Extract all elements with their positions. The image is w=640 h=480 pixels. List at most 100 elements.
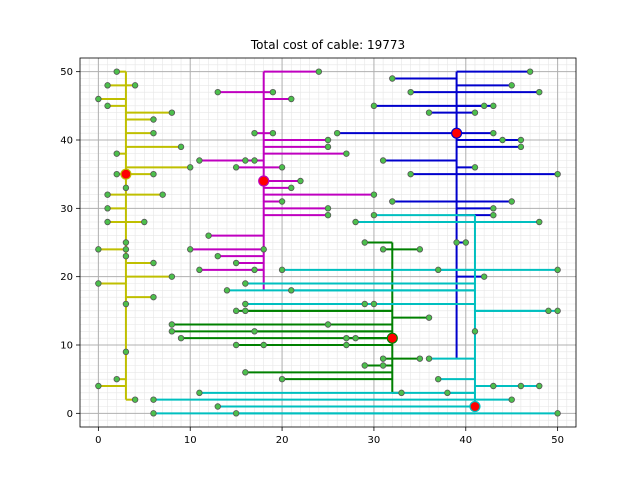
hub-marker	[258, 175, 270, 187]
point-marker	[288, 95, 295, 103]
point-marker	[122, 252, 130, 260]
point-marker	[122, 239, 130, 246]
y-tick-label: 20	[60, 272, 73, 283]
point-marker	[508, 396, 515, 403]
point-marker	[379, 355, 387, 362]
point-marker	[232, 410, 240, 417]
point-marker	[196, 389, 203, 397]
point-marker	[288, 184, 295, 192]
point-marker	[517, 143, 525, 151]
point-marker	[150, 293, 157, 301]
point-marker	[95, 95, 102, 103]
point-marker	[398, 389, 405, 397]
point-marker	[187, 246, 194, 253]
point-marker	[187, 164, 194, 171]
point-marker	[554, 170, 561, 178]
point-marker	[150, 410, 157, 417]
point-marker	[131, 396, 139, 403]
point-marker	[343, 341, 350, 349]
point-marker	[324, 143, 332, 151]
axis-ticks: 0 10 20 30 40 50 0 10 20 30 40 50	[60, 67, 564, 446]
point-marker	[95, 246, 102, 253]
point-marker	[223, 287, 231, 294]
point-marker	[490, 211, 497, 219]
point-marker	[517, 136, 525, 144]
chart-title: Total cost of cable: 19773	[250, 38, 405, 52]
plot-frame	[79, 57, 577, 428]
hub-marker	[120, 168, 132, 180]
point-marker	[150, 129, 157, 137]
point-marker	[407, 170, 414, 178]
hub-marker	[469, 400, 481, 413]
y-tick-label: 40	[60, 136, 73, 147]
point-marker	[242, 157, 249, 164]
point-marker	[407, 88, 414, 96]
point-marker	[232, 259, 240, 267]
point-marker	[260, 341, 267, 349]
point-marker	[425, 109, 433, 116]
point-marker	[150, 170, 157, 178]
hubs-layer	[120, 127, 481, 413]
point-marker	[232, 164, 240, 171]
point-marker	[113, 68, 120, 75]
point-marker	[242, 300, 249, 308]
point-marker	[205, 232, 212, 239]
x-tick-label: 10	[184, 435, 197, 446]
point-marker	[554, 307, 561, 315]
x-tick-label: 0	[95, 435, 101, 446]
x-tick-label: 30	[368, 435, 381, 446]
point-marker	[517, 382, 525, 390]
point-marker	[159, 191, 166, 198]
point-marker	[490, 102, 497, 110]
point-marker	[480, 273, 488, 280]
point-marker	[453, 239, 460, 246]
point-marker	[168, 321, 176, 328]
point-marker	[352, 334, 359, 342]
point-marker	[122, 184, 130, 192]
point-marker	[324, 136, 332, 144]
point-marker	[242, 307, 249, 315]
point-marker	[122, 348, 130, 356]
point-marker	[242, 369, 249, 376]
point-marker	[168, 109, 176, 116]
point-marker	[278, 375, 286, 383]
point-marker	[269, 88, 277, 96]
point-marker	[462, 239, 469, 246]
point-marker	[490, 205, 497, 212]
point-marker	[333, 129, 341, 137]
point-marker	[536, 382, 543, 390]
point-marker	[297, 177, 304, 185]
point-marker	[526, 68, 534, 75]
point-marker	[343, 150, 350, 157]
point-marker	[352, 218, 359, 226]
point-marker	[150, 396, 157, 403]
point-marker	[214, 403, 221, 410]
point-marker	[141, 218, 148, 226]
x-tick-label: 50	[551, 435, 564, 446]
point-marker	[150, 259, 157, 267]
point-marker	[288, 287, 295, 294]
point-marker	[177, 143, 185, 151]
point-marker	[416, 246, 424, 253]
point-marker	[242, 280, 249, 287]
point-marker	[251, 266, 258, 274]
point-marker	[122, 300, 130, 308]
point-marker	[508, 198, 515, 205]
point-marker	[379, 157, 387, 164]
point-marker	[471, 328, 479, 335]
point-marker	[104, 218, 111, 226]
point-marker	[324, 205, 332, 212]
point-marker	[370, 191, 378, 198]
point-marker	[361, 362, 368, 369]
point-marker	[278, 198, 286, 205]
point-marker	[278, 164, 286, 171]
point-marker	[196, 266, 203, 274]
point-marker	[315, 68, 323, 75]
point-marker	[131, 82, 139, 89]
point-marker	[370, 211, 378, 219]
point-marker	[435, 266, 442, 274]
point-marker	[508, 82, 515, 89]
point-marker	[416, 355, 424, 362]
point-marker	[95, 382, 102, 390]
